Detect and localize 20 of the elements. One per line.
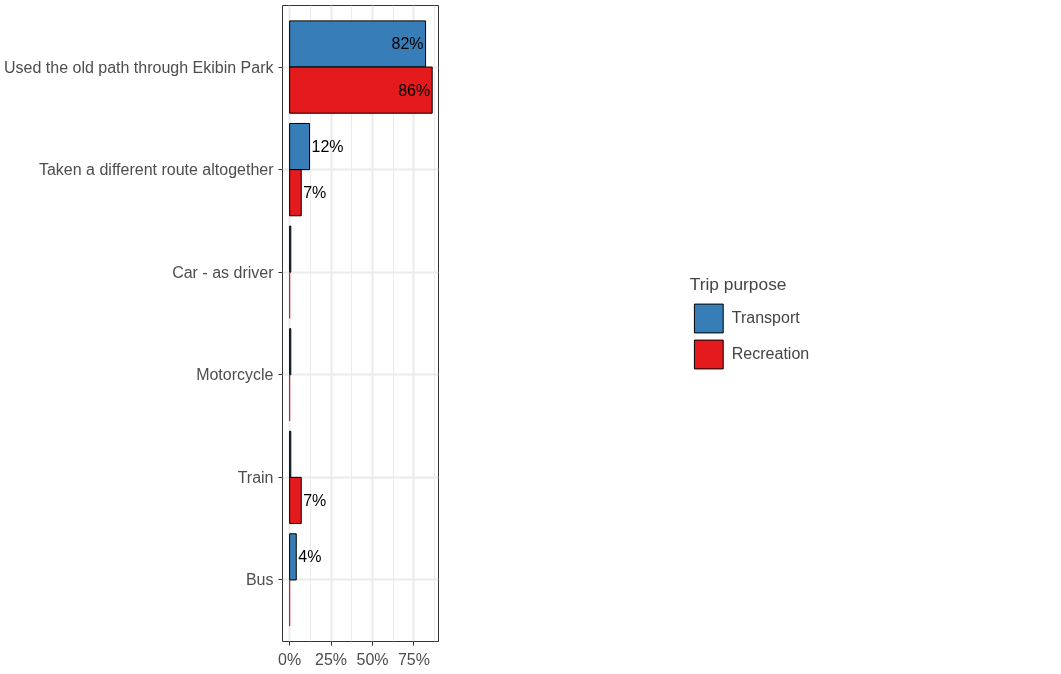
x-tick-label: 0% [278,650,302,668]
legend-label: Recreation [731,345,810,363]
y-tick-label: Taken a different route altogether [38,161,275,179]
y-tick-label: Bus [245,571,274,589]
legend-label: Transport [731,309,800,327]
x-tick-label: 25% [315,650,348,668]
data-label: 82% [391,35,424,53]
legend-title: Trip purpose [689,274,788,295]
data-label: 7% [303,184,327,202]
x-tick-label: 75% [397,650,430,668]
y-tick-label: Car - as driver [172,263,275,281]
y-tick-label: Motorcycle [196,366,274,384]
data-label: 7% [303,491,327,509]
data-label: 12% [311,138,344,156]
bar [289,533,297,581]
data-label: 4% [298,548,322,566]
y-tick-label: Train [237,468,274,486]
y-tick-label: Used the old path through Ekibin Park [4,58,275,76]
data-label: 86% [398,81,431,99]
x-tick-label: 50% [356,650,389,668]
